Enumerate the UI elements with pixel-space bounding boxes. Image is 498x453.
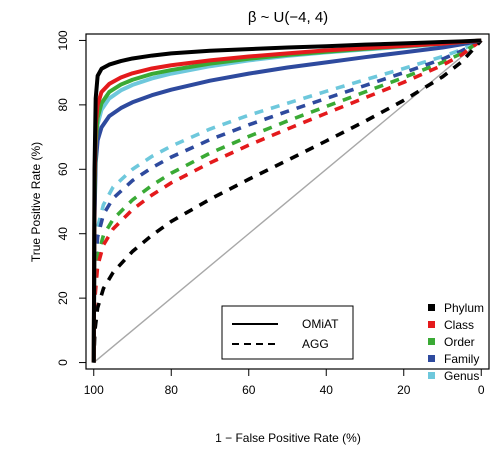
y-tick-label: 20 (56, 291, 70, 305)
chart-title: β ~ U(−4, 4) (248, 9, 328, 26)
x-tick-label: 40 (320, 383, 334, 397)
plot-area (91, 38, 483, 364)
y-tick-label: 80 (56, 98, 70, 112)
legend-label-agg: AGG (302, 337, 329, 351)
x-tick-label: 80 (165, 383, 179, 397)
x-tick-label: 20 (397, 383, 411, 397)
y-tick-label: 100 (56, 30, 70, 50)
y-tick-label: 0 (56, 359, 70, 366)
series-agg-genus (91, 38, 483, 363)
legend-swatch-phylum (428, 304, 435, 311)
series-agg-phylum (91, 39, 483, 363)
x-tick-label: 100 (84, 383, 104, 397)
y-axis: 0 20 40 60 80 100 (56, 30, 86, 366)
legend-label-class: Class (444, 318, 474, 332)
legend-label-order: Order (444, 335, 475, 349)
method-legend-box (221, 305, 354, 360)
legend-label-omiat: OMiAT (302, 317, 339, 331)
legend-label-genus: Genus (444, 369, 479, 383)
series-omiat-phylum (91, 38, 482, 363)
series-agg-order (91, 38, 483, 363)
legend-swatch-class (428, 321, 435, 328)
series-agg-class (91, 38, 483, 363)
x-tick-label: 60 (242, 383, 256, 397)
series-agg-family (91, 38, 483, 363)
legend-swatch-genus (428, 372, 435, 379)
legend-swatch-family (428, 355, 435, 362)
y-axis-label: True Positive Rate (%) (29, 142, 43, 262)
y-tick-label: 40 (56, 227, 70, 241)
x-tick-label: 0 (478, 383, 485, 397)
level-legend: Phylum Class Order Family Genus (428, 301, 484, 383)
method-legend: OMiAT AGG (221, 305, 354, 360)
legend-label-phylum: Phylum (444, 301, 484, 315)
plot-frame (85, 33, 490, 370)
series-omiat-class (91, 38, 482, 363)
x-axis-label: 1 − False Positive Rate (%) (215, 431, 361, 445)
x-axis: 100 80 60 40 20 0 (84, 369, 485, 397)
y-tick-label: 60 (56, 162, 70, 176)
legend-swatch-order (428, 338, 435, 345)
legend-label-family: Family (444, 352, 479, 366)
